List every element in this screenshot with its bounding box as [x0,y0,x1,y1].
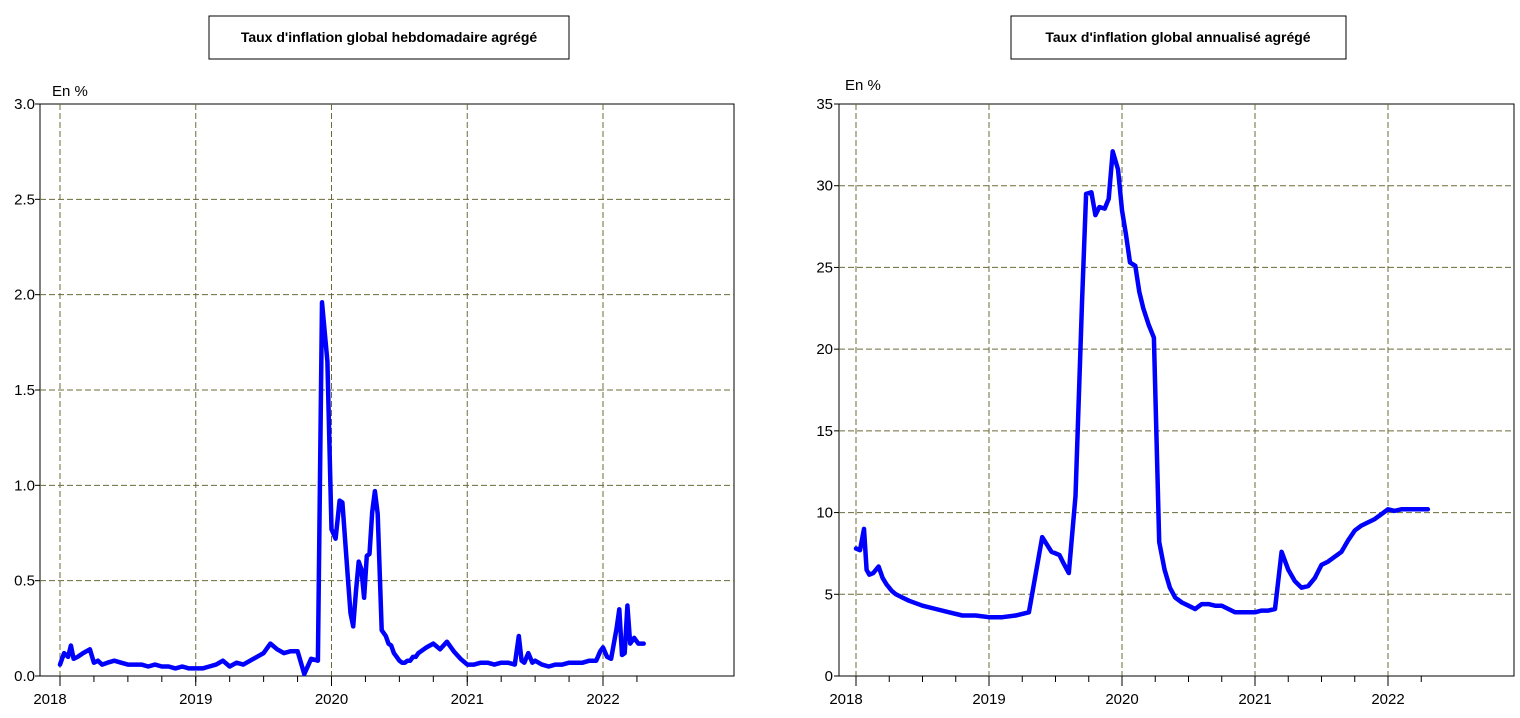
right-chart: 0 5 10 15 20 25 30 35 2018 2019 2020 2021 2022 Taux … [816,15,1515,708]
x-tick-label: 2018 [33,691,66,708]
y-tick-label: 1.5 [14,382,35,399]
y-tick-label: 5 [825,586,833,603]
left-chart-unit-label: En % [52,83,88,100]
right-chart-title: Taux d'inflation global annualisé agrégé [1045,29,1310,45]
y-tick-label: 10 [816,505,833,522]
y-tick-label: 0 [825,668,833,685]
y-tick-label: 0.5 [14,573,35,590]
x-tick-label: 2018 [829,691,862,708]
y-tick-label: 20 [816,341,833,358]
left-chart-series-line [57,300,646,677]
y-tick-label: 2.5 [14,191,35,208]
y-tick-label: 25 [816,259,833,276]
y-tick-label: 2.0 [14,287,35,304]
y-tick-label: 15 [816,423,833,440]
right-chart-unit-label: En % [845,77,881,94]
right-chart-series-line [853,149,1431,620]
x-tick-label: 2020 [315,691,348,708]
x-tick-label: 2021 [1238,691,1271,708]
x-tick-label: 2022 [1371,691,1404,708]
left-chart-title: Taux d'inflation global hebdomadaire agr… [241,29,538,45]
y-tick-label: 3.0 [14,96,35,113]
left-chart-title-box [208,15,570,60]
y-tick-label: 35 [816,96,833,113]
right-chart-title-box [1010,15,1347,60]
x-tick-label: 2019 [179,691,212,708]
right-chart-frame [838,103,1515,677]
y-tick-label: 0.0 [14,668,35,685]
x-tick-label: 2019 [972,691,1005,708]
left-chart: 0.0 0.5 1.0 1.5 2.0 2.5 3.0 2018 2019 2020 2021 202… [14,15,735,708]
y-tick-label: 1.0 [14,477,35,494]
x-tick-label: 2021 [451,691,484,708]
x-tick-label: 2020 [1105,691,1138,708]
y-tick-label: 30 [816,178,833,195]
x-tick-label: 2022 [586,691,619,708]
